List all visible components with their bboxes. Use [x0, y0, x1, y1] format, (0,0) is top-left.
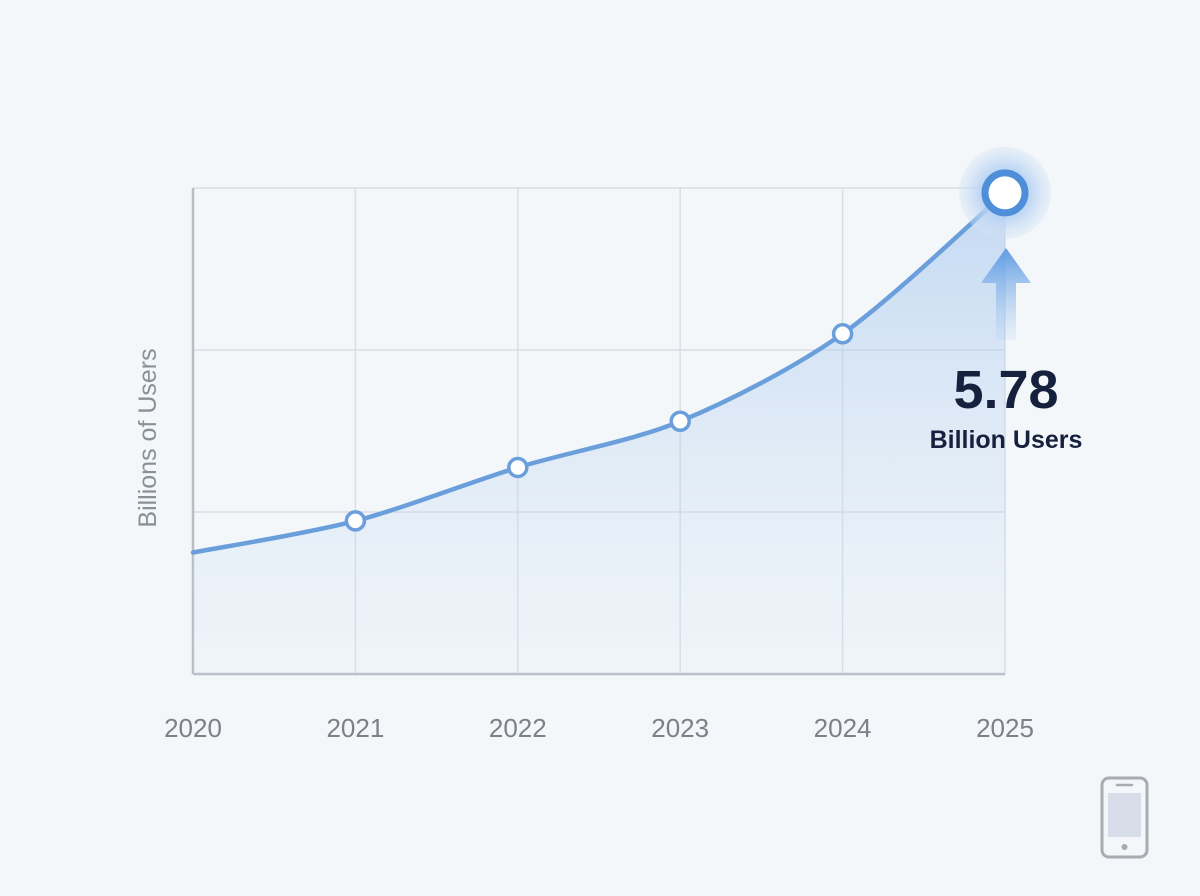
up-arrow-icon	[981, 248, 1031, 340]
x-tick-label: 2022	[489, 713, 547, 743]
x-tick-label: 2025	[976, 713, 1034, 743]
y-axis-label: Billions of Users	[134, 348, 162, 527]
x-tick-label: 2024	[814, 713, 872, 743]
data-points	[344, 146, 1051, 532]
area-fill	[193, 192, 1005, 675]
x-tick-label: 2023	[651, 713, 709, 743]
x-axis-ticks: 2020 2021 2022 2023 2024 2025	[164, 713, 1034, 743]
mobile-phone-icon	[1100, 776, 1149, 859]
peak-unit: Billion Users	[930, 426, 1083, 454]
peak-value: 5.78	[953, 360, 1058, 420]
x-tick-label: 2020	[164, 713, 222, 743]
data-point	[669, 410, 691, 433]
data-point	[831, 323, 854, 345]
peak-annotation: 5.78 Billion Users	[930, 248, 1083, 454]
area-fill-path	[193, 192, 1005, 675]
data-point	[344, 510, 367, 532]
data-point	[507, 456, 529, 479]
x-tick-label: 2021	[326, 713, 384, 743]
peak-data-point	[981, 169, 1029, 217]
